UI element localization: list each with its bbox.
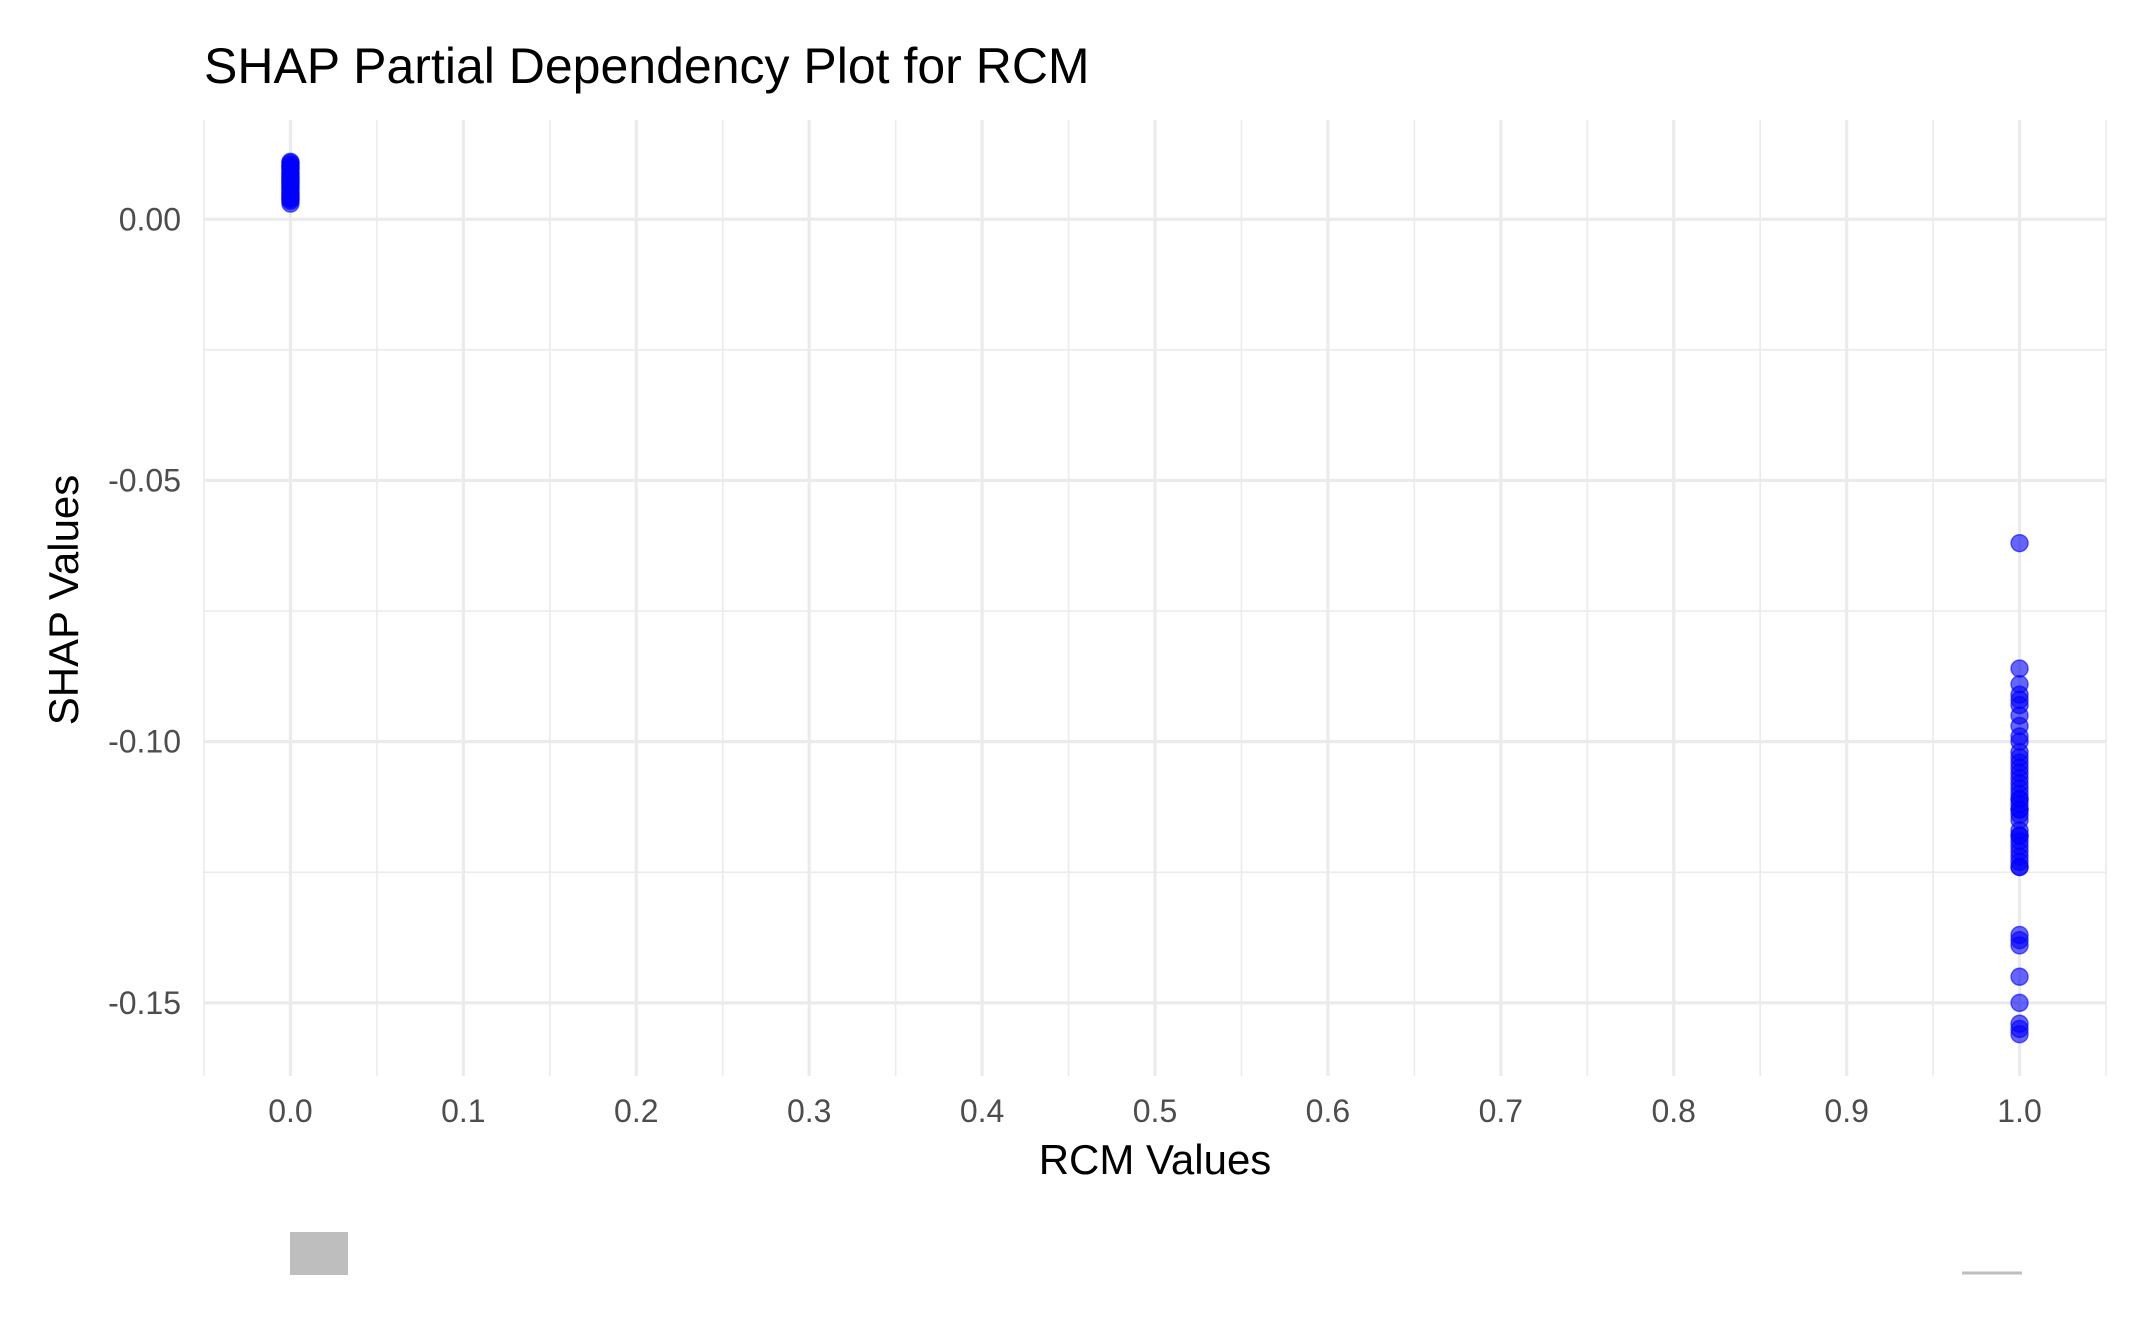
scatter-points [281,152,2029,1044]
y-tick-labels: 0.00 -0.05 -0.10 -0.15 [108,201,181,1021]
data-point [2010,533,2029,553]
x-tick-label: 1.0 [1997,1093,2041,1129]
data-point [2010,857,2029,877]
x-tick-label: 0.9 [1824,1093,1868,1129]
data-point [2010,732,2029,751]
data-point [281,188,300,207]
x-tick-label: 0.0 [268,1093,312,1129]
data-point [2010,993,2029,1013]
x-tick-label: 0.5 [1133,1093,1177,1129]
data-point [2010,1025,2029,1044]
y-tick-label: -0.10 [108,724,181,760]
x-tick-labels: 0.0 0.1 0.2 0.3 0.4 0.5 0.6 0.7 0.8 0.9 1.0 [268,1093,2042,1129]
major-gridlines-y [204,217,2106,1005]
y-axis-title: SHAP Values [40,475,87,726]
data-point [2010,826,2029,845]
data-point [2010,936,2029,955]
data-point [2010,800,2029,819]
x-tick-label: 0.6 [1306,1093,1350,1129]
x-tick-label: 0.8 [1651,1093,1695,1129]
data-point [2010,967,2029,986]
data-point [2010,758,2029,777]
data-point [281,172,300,191]
data-point [2010,659,2029,678]
chart-title: SHAP Partial Dependency Plot for RCM [204,38,1090,94]
x-tick-label: 0.4 [960,1093,1004,1129]
minor-gridlines-x [203,120,2107,1076]
x-axis-title: RCM Values [1039,1136,1272,1183]
x-tick-label: 0.1 [441,1093,485,1129]
gray-block [290,1232,348,1275]
y-tick-label: -0.05 [108,462,181,498]
x-tick-label: 0.3 [787,1093,831,1129]
x-tick-label: 0.7 [1479,1093,1523,1129]
x-tick-label: 0.2 [614,1093,658,1129]
y-tick-label: -0.15 [108,985,181,1021]
major-gridlines-x [288,120,2022,1076]
y-tick-label: 0.00 [119,201,181,237]
